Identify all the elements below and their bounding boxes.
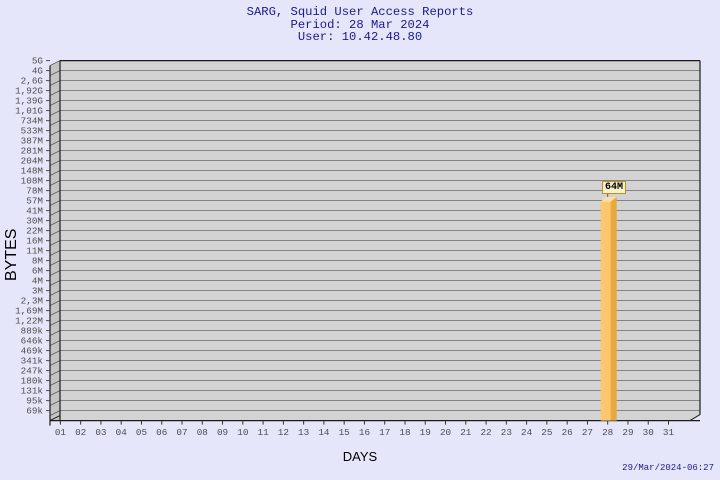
svg-text:18: 18 (399, 427, 410, 438)
svg-text:17: 17 (379, 427, 390, 438)
svg-text:06: 06 (156, 427, 167, 438)
svg-text:16: 16 (359, 427, 370, 438)
svg-text:09: 09 (217, 427, 228, 438)
svg-text:11: 11 (258, 427, 270, 438)
svg-text:15: 15 (339, 427, 350, 438)
svg-text:12: 12 (278, 427, 289, 438)
svg-text:14: 14 (318, 427, 330, 438)
svg-text:20: 20 (440, 427, 451, 438)
svg-text:25: 25 (541, 427, 552, 438)
svg-text:04: 04 (116, 427, 128, 438)
svg-text:22: 22 (480, 427, 491, 438)
svg-text:13: 13 (298, 427, 309, 438)
svg-text:24: 24 (521, 427, 533, 438)
svg-text:05: 05 (136, 427, 147, 438)
svg-text:28: 28 (602, 427, 613, 438)
svg-text:19: 19 (420, 427, 431, 438)
svg-text:03: 03 (95, 427, 106, 438)
svg-text:27: 27 (582, 427, 593, 438)
svg-text:08: 08 (197, 427, 208, 438)
svg-text:69k: 69k (26, 405, 43, 416)
svg-text:30: 30 (643, 427, 654, 438)
svg-text:01: 01 (55, 427, 67, 438)
svg-text:23: 23 (501, 427, 512, 438)
svg-text:21: 21 (460, 427, 472, 438)
svg-text:10: 10 (237, 427, 248, 438)
svg-text:29: 29 (622, 427, 633, 438)
svg-text:26: 26 (562, 427, 573, 438)
svg-text:02: 02 (75, 427, 86, 438)
svg-text:31: 31 (663, 427, 675, 438)
svg-text:07: 07 (176, 427, 187, 438)
